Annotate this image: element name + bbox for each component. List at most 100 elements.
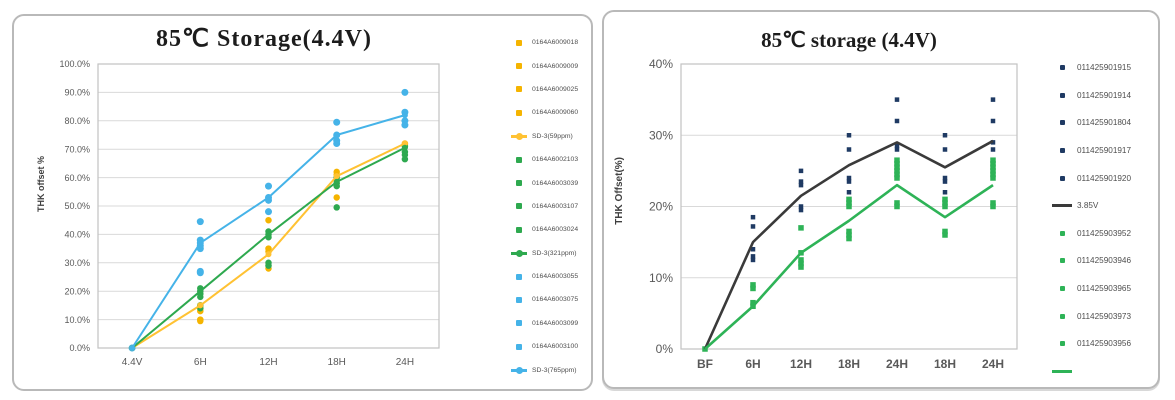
legend-item-label: 0164A6009025 [532,85,579,93]
legend-item: 011425901914 [1052,82,1131,110]
legend-item-label: 0164A6003100 [532,343,579,351]
legend-item: 011425903973 [1052,302,1131,330]
legend-item-label: 0164A6003099 [532,319,579,327]
svg-text:24H: 24H [396,357,414,368]
legend-item-label: 0164A6009018 [532,39,579,47]
legend-square-marker-icon [516,109,522,116]
right-chart-panel: 85℃ storage (4.4V) THK Offset(%) 0% 10% 20… [602,10,1160,389]
legend-line-marker-icon [1052,369,1072,373]
legend-square-marker-icon [516,296,522,303]
svg-text:100.0%: 100.0% [59,59,90,69]
legend-square-marker-icon [516,63,522,70]
legend-square-marker-icon [516,86,522,93]
legend-item: 3.85V [1052,192,1131,220]
legend-item: 011425903956 [1052,330,1131,358]
legend-item: 0164A6003107 [511,195,578,218]
legend-item-label: 0164A6003039 [532,179,579,187]
svg-text:BF: BF [697,357,713,371]
legend-line-marker-icon [511,366,527,374]
right-chart-title: 85℃ storage (4.4V) [761,28,937,52]
legend-item-label: 011425901915 [1077,63,1132,73]
legend-item-label: 0164A6003107 [532,202,579,210]
legend-line-marker-icon [511,132,527,140]
svg-text:70.0%: 70.0% [64,144,90,154]
legend-item: 0164A6002103 [511,148,578,171]
legend-square-marker-icon [1059,175,1065,181]
legend-line-marker-icon [1052,204,1072,208]
legend-item-label: 011425903946 [1077,256,1132,266]
legend-square-marker-icon [1059,148,1065,154]
legend-square-marker-icon [516,226,522,233]
legend-square-marker-icon [1059,286,1065,292]
legend-item: 011425901920 [1052,164,1131,192]
legend-item-label: 011425903956 [1077,339,1132,349]
right-chart-plot: 0% 10% 20% 30% 40% BF 6H 12H 18H 24H 18H 24H [649,57,1018,371]
svg-text:18H: 18H [328,357,346,368]
legend-square-marker-icon [516,273,522,280]
legend-item: 0164A6003099 [511,312,578,335]
legend-item: SD-3(321ppm) [511,242,578,265]
svg-text:20%: 20% [649,200,673,214]
svg-text:6H: 6H [745,357,760,371]
legend-item: 0164A6003075 [511,288,578,311]
legend-item-label: 0164A6009009 [532,62,579,70]
legend-item-label: SD-3(321ppm) [532,249,577,257]
legend-item-label: 011425901917 [1077,146,1132,156]
svg-text:0.0%: 0.0% [69,343,90,353]
legend-square-marker-icon [1059,65,1065,71]
svg-text:6H: 6H [194,357,207,368]
legend-item-label: 011425903952 [1077,228,1132,238]
legend-item: 011425903946 [1052,247,1131,275]
left-chart-plot: 0.0% 10.0% 20.0% 30.0% 40.0% 50.0% 60.0% 70.0% 8… [59,59,440,368]
svg-text:30%: 30% [649,128,673,142]
legend-item: 011425903952 [1052,220,1131,248]
legend-square-marker-icon [516,203,522,210]
svg-text:4.4V: 4.4V [122,357,143,368]
svg-text:18H: 18H [934,357,956,371]
legend-item-label: 0164A6003024 [532,226,579,234]
legend-item: 0164A6003100 [511,335,578,358]
legend-item-label: 011425903973 [1077,311,1132,321]
legend-item: 0164A6009025 [511,78,578,101]
legend-item-label: 011425903965 [1077,284,1132,294]
legend-square-marker-icon [1059,341,1065,347]
legend-item: 0164A6009009 [511,54,578,77]
left-chart-title: 85℃ Storage(4.4V) [156,26,372,52]
legend-item-label: 3.85V [1077,201,1099,211]
legend-item: 0164A6003039 [511,171,578,194]
svg-text:10.0%: 10.0% [64,315,90,325]
svg-text:12H: 12H [790,357,812,371]
legend-line-marker-icon [511,249,527,257]
legend-item: 011425903965 [1052,275,1131,303]
svg-text:60.0%: 60.0% [64,173,90,183]
svg-text:24H: 24H [982,357,1004,371]
svg-text:0%: 0% [656,342,674,356]
svg-text:50.0%: 50.0% [64,201,90,211]
legend-item-label: 0164A6009060 [532,109,579,117]
legend-item-label: 0164A6003075 [532,296,579,304]
legend-item-label: SD-3(59ppm) [532,132,573,140]
legend-square-marker-icon [516,156,522,163]
legend-square-marker-icon [516,320,522,327]
legend-item-label: 0164A6002103 [532,156,579,164]
legend-item: 011425901915 [1052,54,1131,82]
svg-text:90.0%: 90.0% [64,88,90,98]
svg-text:30.0%: 30.0% [64,258,90,268]
svg-text:80.0%: 80.0% [64,116,90,126]
legend-square-marker-icon [1059,258,1065,264]
legend-item: 0164A6009018 [511,31,578,54]
legend-item: 0164A6003055 [511,265,578,288]
right-chart-legend: 011425901915 011425901914 011425901804 0114… [1052,54,1131,385]
legend-item-label: 011425901914 [1077,90,1132,100]
legend-square-marker-icon [516,39,522,46]
legend-item-label: 0164A6003055 [532,273,579,281]
legend-item: 011425901804 [1052,109,1131,137]
legend-item-label: SD-3(765ppm) [532,366,577,374]
left-chart-panel: 85℃ Storage(4.4V) THK offset % 0.0% 10.0%… [12,14,593,391]
legend-item: 0164A6003024 [511,218,578,241]
svg-text:40%: 40% [649,57,673,71]
legend-item-label: 011425901804 [1077,118,1132,128]
svg-text:10%: 10% [649,271,673,285]
legend-item-label: 011425901920 [1077,173,1132,183]
legend-item: SD-3(59ppm) [511,125,578,148]
